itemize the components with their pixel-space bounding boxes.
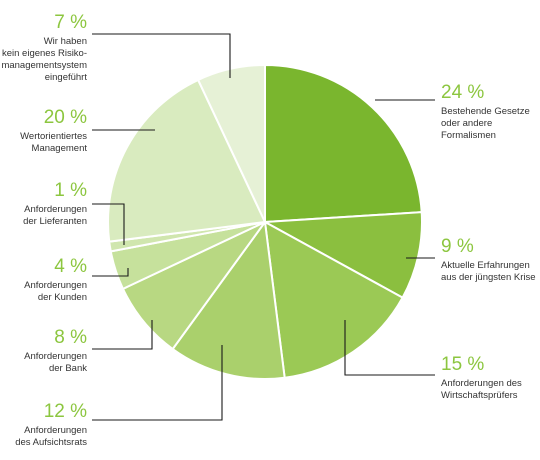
slice-category-label: Anforderungen xyxy=(24,204,87,215)
slice-category-label: der Lieferanten xyxy=(23,216,87,227)
slice-category-label: Management xyxy=(32,143,88,154)
slice-percent-label: 20 % xyxy=(44,107,87,128)
leader-line xyxy=(92,268,129,277)
slice-category-label: Wir haben xyxy=(44,36,87,47)
slice-percent-label: 7 % xyxy=(54,12,87,33)
leader-line xyxy=(92,33,231,78)
leader-line xyxy=(92,203,125,245)
leader-line xyxy=(344,320,435,376)
pie-slice xyxy=(196,63,266,223)
slice-percent-label: 8 % xyxy=(54,327,87,348)
slice-category-label: Wertorientiertes xyxy=(20,131,87,142)
slice-percent-label: 15 % xyxy=(441,354,484,375)
slice-category-label: der Bank xyxy=(49,363,87,374)
slice-category-label: eingeführt xyxy=(45,72,88,83)
pie-slice xyxy=(107,78,267,243)
pie-slice xyxy=(171,219,286,380)
slice-category-label: Anforderungen xyxy=(24,280,87,291)
slice-percent-label: 1 % xyxy=(54,180,87,201)
slice-category-label: der Kunden xyxy=(38,292,87,303)
slice-category-label: aus der jüngsten Krise xyxy=(441,272,536,283)
slice-category-label: des Aufsichtsrats xyxy=(15,437,87,448)
pie-slices xyxy=(107,63,423,380)
pie-slice xyxy=(261,211,423,299)
slice-percent-label: 9 % xyxy=(441,236,474,257)
slice-percent-label: 12 % xyxy=(44,401,87,422)
slice-category-label: Aktuelle Erfahrungen xyxy=(441,260,530,271)
pie-slice xyxy=(264,63,423,224)
slice-category-label: managementsystem xyxy=(1,60,87,71)
slice-category-label: Anforderungen des xyxy=(441,378,522,389)
slice-percent-label: 4 % xyxy=(54,256,87,277)
slice-category-label: Anforderungen xyxy=(24,351,87,362)
slice-category-label: Anforderungen xyxy=(24,425,87,436)
slice-category-label: Wirtschaftsprüfers xyxy=(441,390,518,401)
leader-lines xyxy=(92,33,435,421)
slice-category-label: kein eigenes Risiko- xyxy=(2,48,87,59)
leader-line xyxy=(92,345,223,421)
slice-percent-label: 24 % xyxy=(441,82,484,103)
slice-category-label: Formalismen xyxy=(441,130,496,141)
leader-line xyxy=(92,320,153,350)
pie-slice xyxy=(263,220,404,379)
slice-category-label: Bestehende Gesetze xyxy=(441,106,530,117)
slice-category-label: oder andere xyxy=(441,118,492,129)
